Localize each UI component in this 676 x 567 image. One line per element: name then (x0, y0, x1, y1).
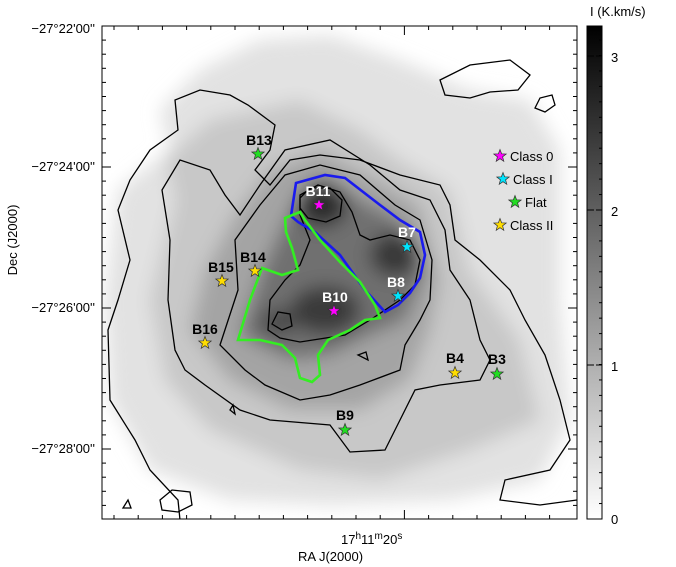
source-marker-b7 (399, 239, 415, 254)
region-outline-green (236, 210, 382, 384)
source-marker-b3 (489, 366, 505, 381)
legend-label: Class I (513, 172, 553, 187)
contour-level-2 (161, 139, 491, 453)
contour-peak-west (271, 311, 293, 331)
legend-marker (507, 194, 523, 209)
legend-label: Class 0 (510, 149, 553, 164)
intensity-map (102, 26, 577, 519)
source-marker-b4 (447, 365, 463, 380)
source-label-b3: B3 (488, 351, 506, 367)
contours (107, 59, 577, 519)
colorbar-tick-label: 0 (611, 512, 618, 527)
source-marker-b16 (197, 335, 213, 350)
protostar-sources: B11 B10 B7 B8 B13 B3 B9 B14 B15 B16 B4 (192, 132, 506, 437)
y-tick-label: −27°24'00'' (31, 159, 95, 174)
contour-island-w (229, 403, 237, 416)
source-label-b14: B14 (240, 249, 266, 265)
colorbar-tick-label: 3 (611, 50, 618, 65)
source-label-b10: B10 (322, 289, 348, 305)
y-tick-label: −27°28'00'' (31, 441, 95, 456)
colorbar-title: I (K.km/s) (590, 4, 646, 19)
contour-island-ne (439, 59, 531, 99)
colorbar-scale (586, 25, 603, 520)
legend-label: Class II (510, 218, 553, 233)
contour-level-3 (219, 164, 433, 401)
source-marker-b15 (214, 273, 230, 288)
x-tick-label: 17h11m20s (341, 531, 402, 548)
source-marker-b9 (337, 422, 353, 437)
y-tick-label: −27°22'00'' (31, 21, 95, 36)
source-marker-b13 (250, 146, 266, 161)
source-label-b11: B11 (306, 183, 331, 199)
source-label-b8: B8 (387, 274, 405, 290)
source-marker-b11 (311, 197, 327, 212)
colorbar-tick-label: 1 (611, 359, 618, 374)
contour-level-1 (107, 89, 577, 519)
legend-marker (495, 171, 511, 186)
x-axis-title: RA J(2000) (298, 549, 363, 564)
colorbar-ticks (587, 39, 602, 520)
source-marker-b8 (390, 288, 406, 303)
contour-peak-b11 (299, 187, 343, 223)
contour-level-4 (267, 184, 421, 343)
region-outline-blue (289, 173, 427, 314)
contour-island-mid (356, 351, 369, 362)
y-tick-label: −27°26'00'' (31, 300, 95, 315)
y-axis-title: Dec (J2000) (5, 205, 20, 276)
frame-ticks (102, 25, 577, 519)
source-label-b16: B16 (192, 321, 218, 337)
source-marker-b14 (247, 263, 263, 278)
legend: Class 0 Class I Flat Class II (492, 148, 553, 233)
emission-peak-b10 (290, 286, 360, 334)
plot-frame (101, 25, 578, 520)
colorbar-tick-label: 2 (611, 204, 618, 219)
legend-marker (492, 217, 508, 232)
legend-label: Flat (525, 195, 547, 210)
source-label-b15: B15 (208, 259, 234, 275)
contour-island-sw (159, 489, 193, 513)
legend-marker (492, 148, 508, 163)
y-tick-labels: −27°22'00'' −27°24'00'' −27°26'00'' −27°… (31, 21, 95, 456)
source-label-b4: B4 (446, 350, 464, 366)
source-label-b7: B7 (398, 224, 416, 240)
source-marker-b10 (326, 303, 342, 318)
colorbar: I (K.km/s) 0 1 2 3 (586, 4, 646, 527)
contour-island-ne-small (534, 94, 556, 113)
source-label-b9: B9 (336, 407, 354, 423)
source-label-b13: B13 (246, 132, 272, 148)
contour-island-sw-small (121, 498, 132, 509)
